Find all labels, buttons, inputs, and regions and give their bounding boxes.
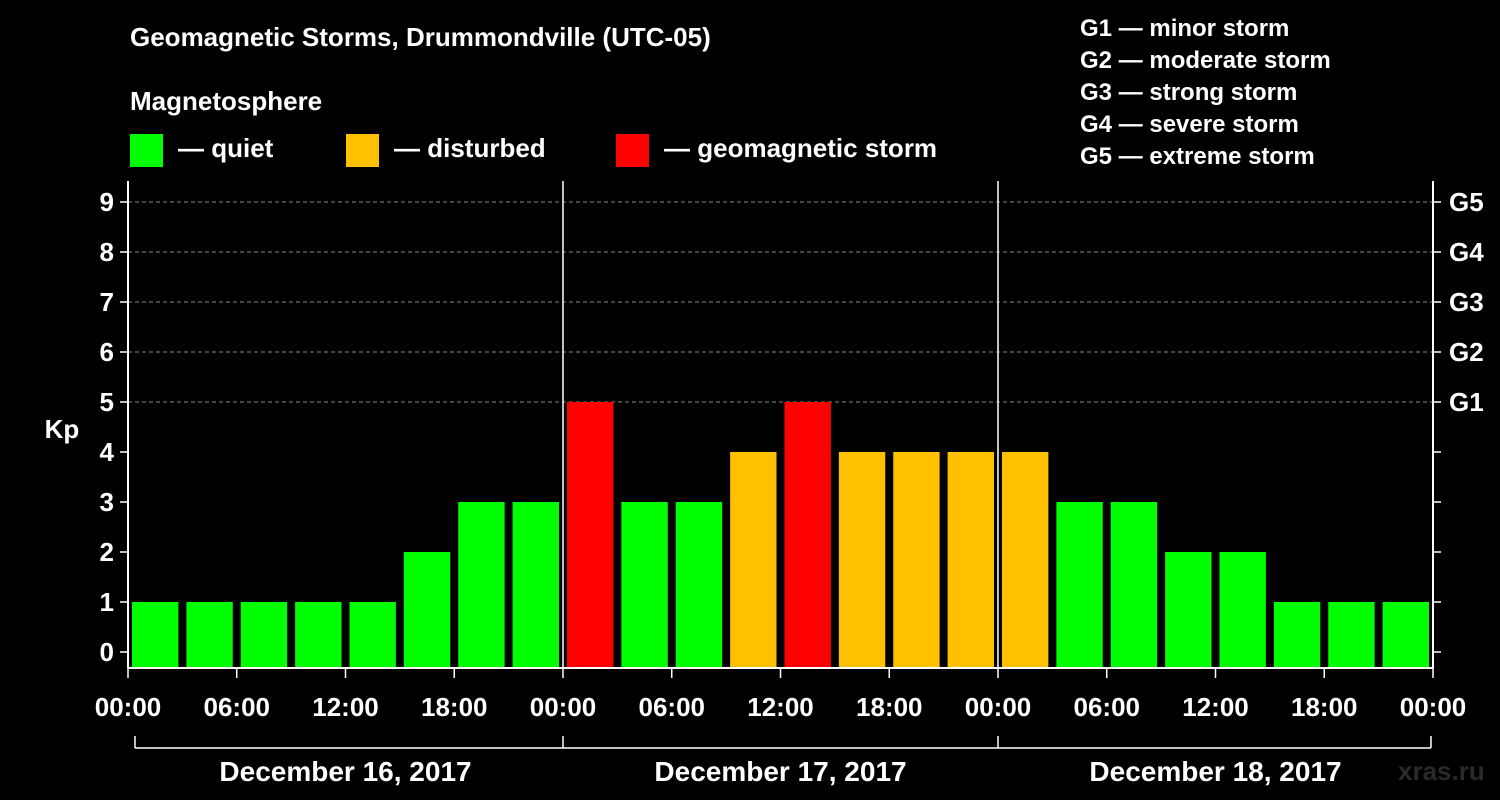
bar-11: [730, 452, 777, 668]
y-tick-label-8: 8: [100, 237, 114, 267]
bar-17: [1056, 502, 1103, 668]
right-label-G4: G4: [1449, 237, 1484, 267]
watermark: xras.ru: [1398, 756, 1485, 786]
bar-21: [1273, 602, 1321, 668]
y-tick-label-1: 1: [100, 587, 114, 617]
x-tick-label-4: 00:00: [530, 692, 597, 722]
y-tick-label-3: 3: [100, 487, 114, 517]
bar-22: [1328, 602, 1375, 668]
bar-5: [403, 552, 451, 668]
bar-7: [512, 502, 559, 668]
x-tick-label-8: 00:00: [965, 692, 1032, 722]
x-tick-label-11: 18:00: [1291, 692, 1358, 722]
storm-level-g5: G5 — extreme storm: [1080, 143, 1315, 170]
y-axis-label: Kp: [45, 414, 80, 444]
x-tick-label-1: 06:00: [204, 692, 271, 722]
bar-18: [1110, 502, 1158, 668]
x-tick-label-5: 06:00: [639, 692, 706, 722]
day-label-1: December 17, 2017: [654, 756, 906, 787]
y-tick-label-5: 5: [100, 387, 114, 417]
bar-2: [240, 602, 288, 668]
legend-label-disturbed: — disturbed: [394, 133, 546, 163]
x-tick-label-3: 18:00: [421, 692, 488, 722]
y-tick-label-0: 0: [100, 637, 114, 667]
bar-16: [1002, 452, 1049, 668]
right-label-G2: G2: [1449, 337, 1484, 367]
storm-level-g1: G1 — minor storm: [1080, 15, 1290, 42]
x-tick-label-9: 06:00: [1074, 692, 1141, 722]
bar-0: [132, 602, 179, 668]
legend-swatch-disturbed: [346, 134, 379, 167]
bar-8: [567, 402, 614, 668]
bar-19: [1165, 552, 1212, 668]
right-label-G1: G1: [1449, 387, 1484, 417]
bar-4: [349, 602, 396, 668]
bar-23: [1382, 602, 1429, 668]
x-tick-label-12: 00:00: [1400, 692, 1467, 722]
legend-swatch-storm: [616, 134, 649, 167]
legend-label-storm: — geomagnetic storm: [664, 133, 938, 163]
day-label-0: December 16, 2017: [219, 756, 471, 787]
y-tick-label-9: 9: [100, 187, 114, 217]
x-tick-label-10: 12:00: [1182, 692, 1249, 722]
chart-title: Geomagnetic Storms, Drummondville (UTC-0…: [130, 22, 711, 52]
storm-level-g2: G2 — moderate storm: [1080, 47, 1331, 74]
x-tick-label-0: 00:00: [95, 692, 162, 722]
storm-level-g3: G3 — strong storm: [1080, 79, 1298, 106]
bar-13: [838, 452, 886, 668]
magnetosphere-label: Magnetosphere: [130, 86, 323, 116]
bar-10: [675, 502, 723, 668]
bar-1: [186, 602, 233, 668]
y-tick-label-4: 4: [100, 437, 115, 467]
bar-12: [784, 402, 831, 668]
storm-level-g4: G4 — severe storm: [1080, 111, 1299, 138]
y-tick-label-7: 7: [100, 287, 114, 317]
bar-3: [295, 602, 342, 668]
legend-swatch-quiet: [130, 134, 163, 167]
x-tick-label-2: 12:00: [312, 692, 379, 722]
right-label-G5: G5: [1449, 187, 1484, 217]
bar-14: [893, 452, 940, 668]
y-tick-label-2: 2: [100, 537, 114, 567]
bar-20: [1219, 552, 1266, 668]
legend-label-quiet: — quiet: [178, 133, 274, 163]
x-tick-label-6: 12:00: [747, 692, 814, 722]
y-tick-label-6: 6: [100, 337, 114, 367]
right-label-G3: G3: [1449, 287, 1484, 317]
bar-15: [947, 452, 994, 668]
bar-6: [458, 502, 505, 668]
x-tick-label-7: 18:00: [856, 692, 923, 722]
day-label-2: December 18, 2017: [1089, 756, 1341, 787]
bar-9: [621, 502, 668, 668]
